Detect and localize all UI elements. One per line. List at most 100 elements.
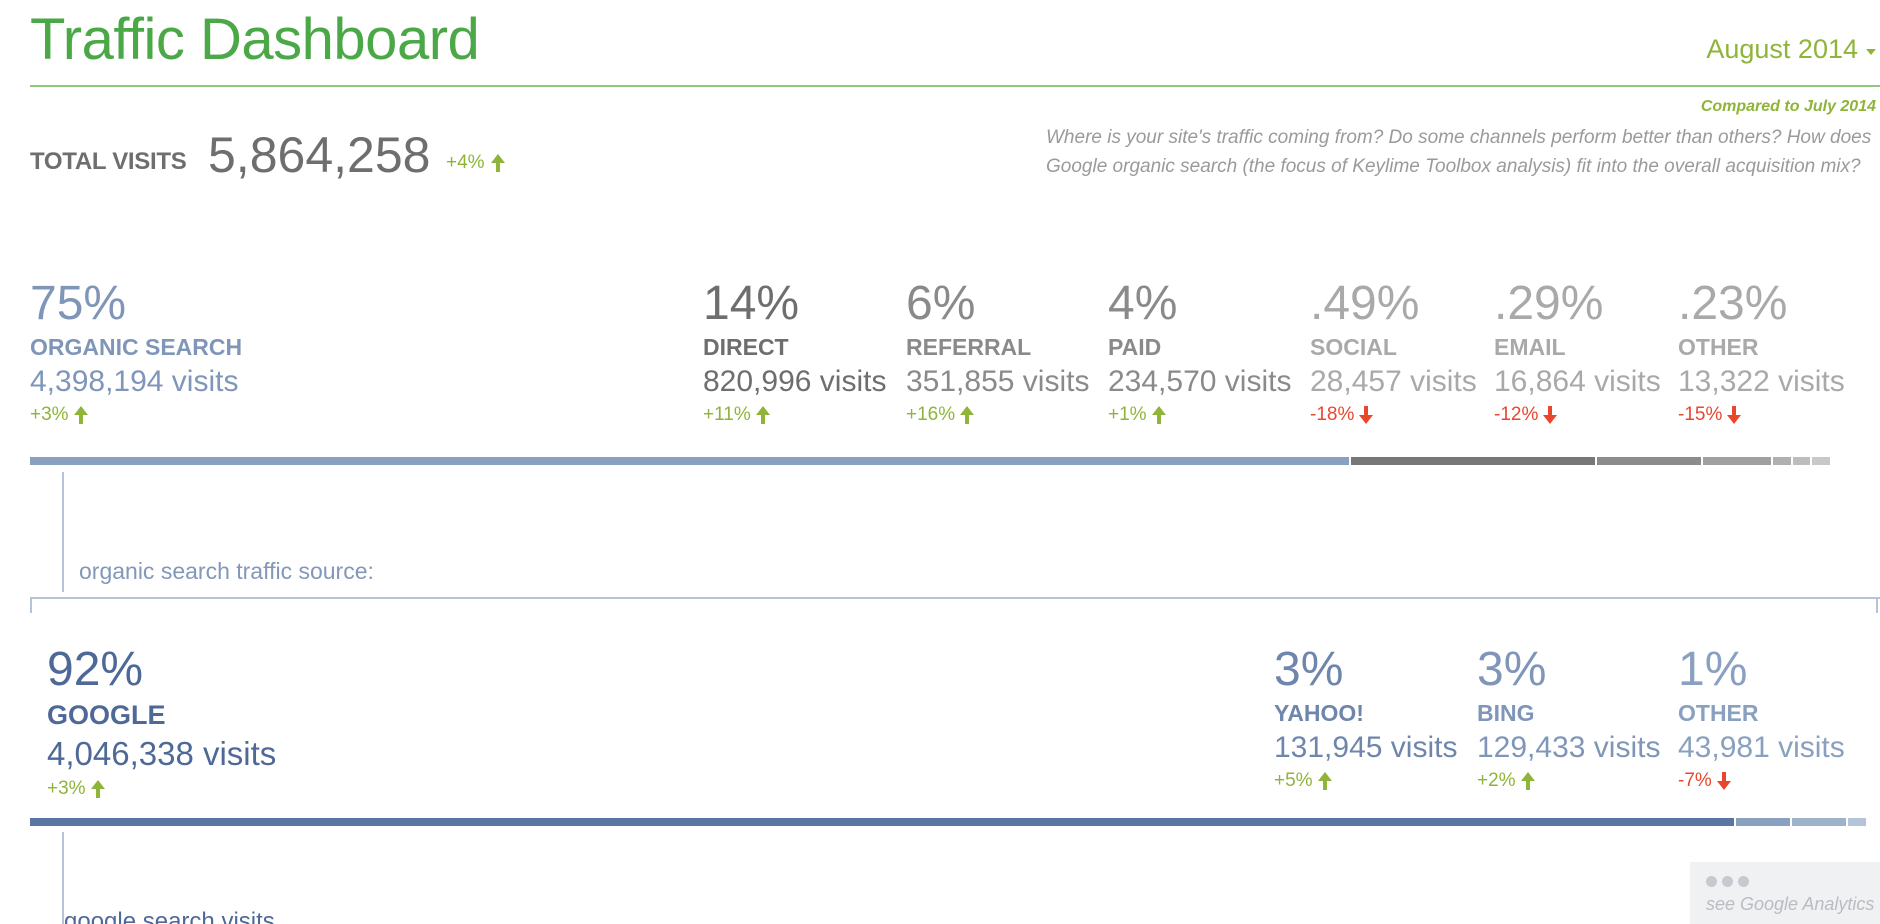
ga-button-label: see Google Analytics <box>1706 894 1875 914</box>
source-bing[interactable]: 3% BING 129,433 visits +2% <box>1477 644 1660 792</box>
header-divider <box>30 85 1880 87</box>
change-value: +5% <box>1274 770 1313 791</box>
channel-other[interactable]: .23% OTHER 13,322 visits -15% <box>1678 278 1845 426</box>
channel-share-bar <box>30 457 1832 465</box>
change-value: +16% <box>906 404 956 425</box>
source-visits: 43,981 visits <box>1678 731 1845 764</box>
page-title: Traffic Dashboard <box>30 7 480 72</box>
channel-social[interactable]: .49% SOCIAL 28,457 visits -18% <box>1310 278 1477 426</box>
source-name: GOOGLE <box>47 700 166 730</box>
source-google[interactable]: 92% GOOGLE 4,046,338 visits +3% <box>47 644 276 800</box>
channel-change: +1% <box>1108 404 1291 426</box>
dashboard-description: Where is your site's traffic coming from… <box>1046 127 1872 177</box>
share-bar-segment-google[interactable] <box>30 818 1735 826</box>
source-change: +5% <box>1274 770 1457 792</box>
source-name: OTHER <box>1678 700 1759 726</box>
channel-change: +16% <box>906 404 1089 426</box>
channel-visits: 13,322 visits <box>1678 365 1845 398</box>
channel-name: OTHER <box>1678 334 1759 360</box>
period-label: August 2014 <box>1706 34 1858 64</box>
channel-visits: 16,864 visits <box>1494 365 1661 398</box>
share-bar-segment-bing[interactable] <box>1792 818 1847 826</box>
channel-change: -15% <box>1678 404 1845 426</box>
source-name: YAHOO! <box>1274 700 1364 726</box>
comparison-period: Compared to July 2014 <box>1700 98 1876 115</box>
arrow-up-icon <box>490 154 505 172</box>
arrow-down-icon <box>1543 406 1558 424</box>
divider-right-tick <box>1876 597 1878 613</box>
connector-line <box>62 472 64 592</box>
source-other[interactable]: 1% OTHER 43,981 visits -7% <box>1678 644 1845 792</box>
change-value: -12% <box>1494 404 1539 425</box>
total-visits-change: +4% <box>446 152 505 174</box>
source-visits: 131,945 visits <box>1274 731 1458 764</box>
arrow-up-icon <box>1520 772 1535 790</box>
arrow-up-icon <box>1151 406 1166 424</box>
organic-share-bar <box>30 818 1868 826</box>
share-bar-segment-yahoo[interactable] <box>1736 818 1791 826</box>
channel-name: EMAIL <box>1494 334 1566 360</box>
channel-name: DIRECT <box>703 334 789 360</box>
source-percent: 3% <box>1477 643 1547 696</box>
chevron-down-icon <box>1866 48 1876 55</box>
section-divider <box>30 597 1880 599</box>
channel-change: -18% <box>1310 404 1477 426</box>
change-value: -15% <box>1678 404 1723 425</box>
channel-change: +11% <box>703 404 886 426</box>
period-selector[interactable]: August 2014 <box>1706 34 1876 65</box>
see-google-analytics-button[interactable]: see Google Analytics <box>1690 862 1880 924</box>
change-value: +3% <box>30 404 69 425</box>
google-section-heading: google search visits <box>64 908 275 924</box>
channel-referral[interactable]: 6% REFERRAL 351,855 visits +16% <box>906 278 1089 426</box>
channel-name: REFERRAL <box>906 334 1032 360</box>
source-change: -7% <box>1678 770 1845 792</box>
channel-visits: 28,457 visits <box>1310 365 1477 398</box>
channel-name: SOCIAL <box>1310 334 1397 360</box>
channel-percent: 6% <box>906 277 976 330</box>
channel-name: PAID <box>1108 334 1162 360</box>
channel-visits: 234,570 visits <box>1108 365 1292 398</box>
change-value: +2% <box>1477 770 1516 791</box>
organic-source-heading: organic search traffic source: <box>79 558 374 584</box>
more-dots-icon <box>1706 876 1749 887</box>
source-yahoo[interactable]: 3% YAHOO! 131,945 visits +5% <box>1274 644 1457 792</box>
channel-name: ORGANIC SEARCH <box>30 334 243 360</box>
arrow-down-icon <box>1716 772 1731 790</box>
arrow-up-icon <box>1317 772 1332 790</box>
arrow-up-icon <box>73 406 88 424</box>
share-bar-segment-email[interactable] <box>1792 457 1811 465</box>
channel-percent: 14% <box>703 277 800 330</box>
change-value: -18% <box>1310 404 1355 425</box>
channel-percent: .49% <box>1310 277 1420 330</box>
arrow-down-icon <box>1727 406 1742 424</box>
channel-paid[interactable]: 4% PAID 234,570 visits +1% <box>1108 278 1291 426</box>
channel-visits: 351,855 visits <box>906 365 1090 398</box>
channel-email[interactable]: .29% EMAIL 16,864 visits -12% <box>1494 278 1661 426</box>
connector-line <box>62 832 64 924</box>
change-value: -7% <box>1678 770 1712 791</box>
share-bar-segment-other[interactable] <box>1812 457 1830 465</box>
channel-percent: .23% <box>1678 277 1788 330</box>
share-bar-segment-referral[interactable] <box>1597 457 1701 465</box>
source-percent: 3% <box>1274 643 1344 696</box>
total-change-value: +4% <box>446 152 485 173</box>
divider-left-tick <box>30 597 32 613</box>
share-bar-segment-social[interactable] <box>1773 457 1791 465</box>
source-change: +3% <box>47 778 276 800</box>
channel-percent: 75% <box>30 277 127 330</box>
change-value: +3% <box>47 778 86 799</box>
channel-change: +3% <box>30 404 242 426</box>
share-bar-segment-direct[interactable] <box>1350 457 1596 465</box>
source-visits: 129,433 visits <box>1477 731 1661 764</box>
source-name: BING <box>1477 700 1535 726</box>
share-bar-segment-organic-search[interactable] <box>30 457 1349 465</box>
channel-visits: 820,996 visits <box>703 365 887 398</box>
change-value: +11% <box>703 404 751 425</box>
share-bar-segment-paid[interactable] <box>1702 457 1772 465</box>
share-bar-segment-other[interactable] <box>1848 818 1866 826</box>
channel-organic-search[interactable]: 75% ORGANIC SEARCH 4,398,194 visits +3% <box>30 278 242 426</box>
channel-direct[interactable]: 14% DIRECT 820,996 visits +11% <box>703 278 886 426</box>
source-change: +2% <box>1477 770 1660 792</box>
total-visits-value: 5,864,258 <box>208 127 431 183</box>
arrow-up-icon <box>755 406 770 424</box>
